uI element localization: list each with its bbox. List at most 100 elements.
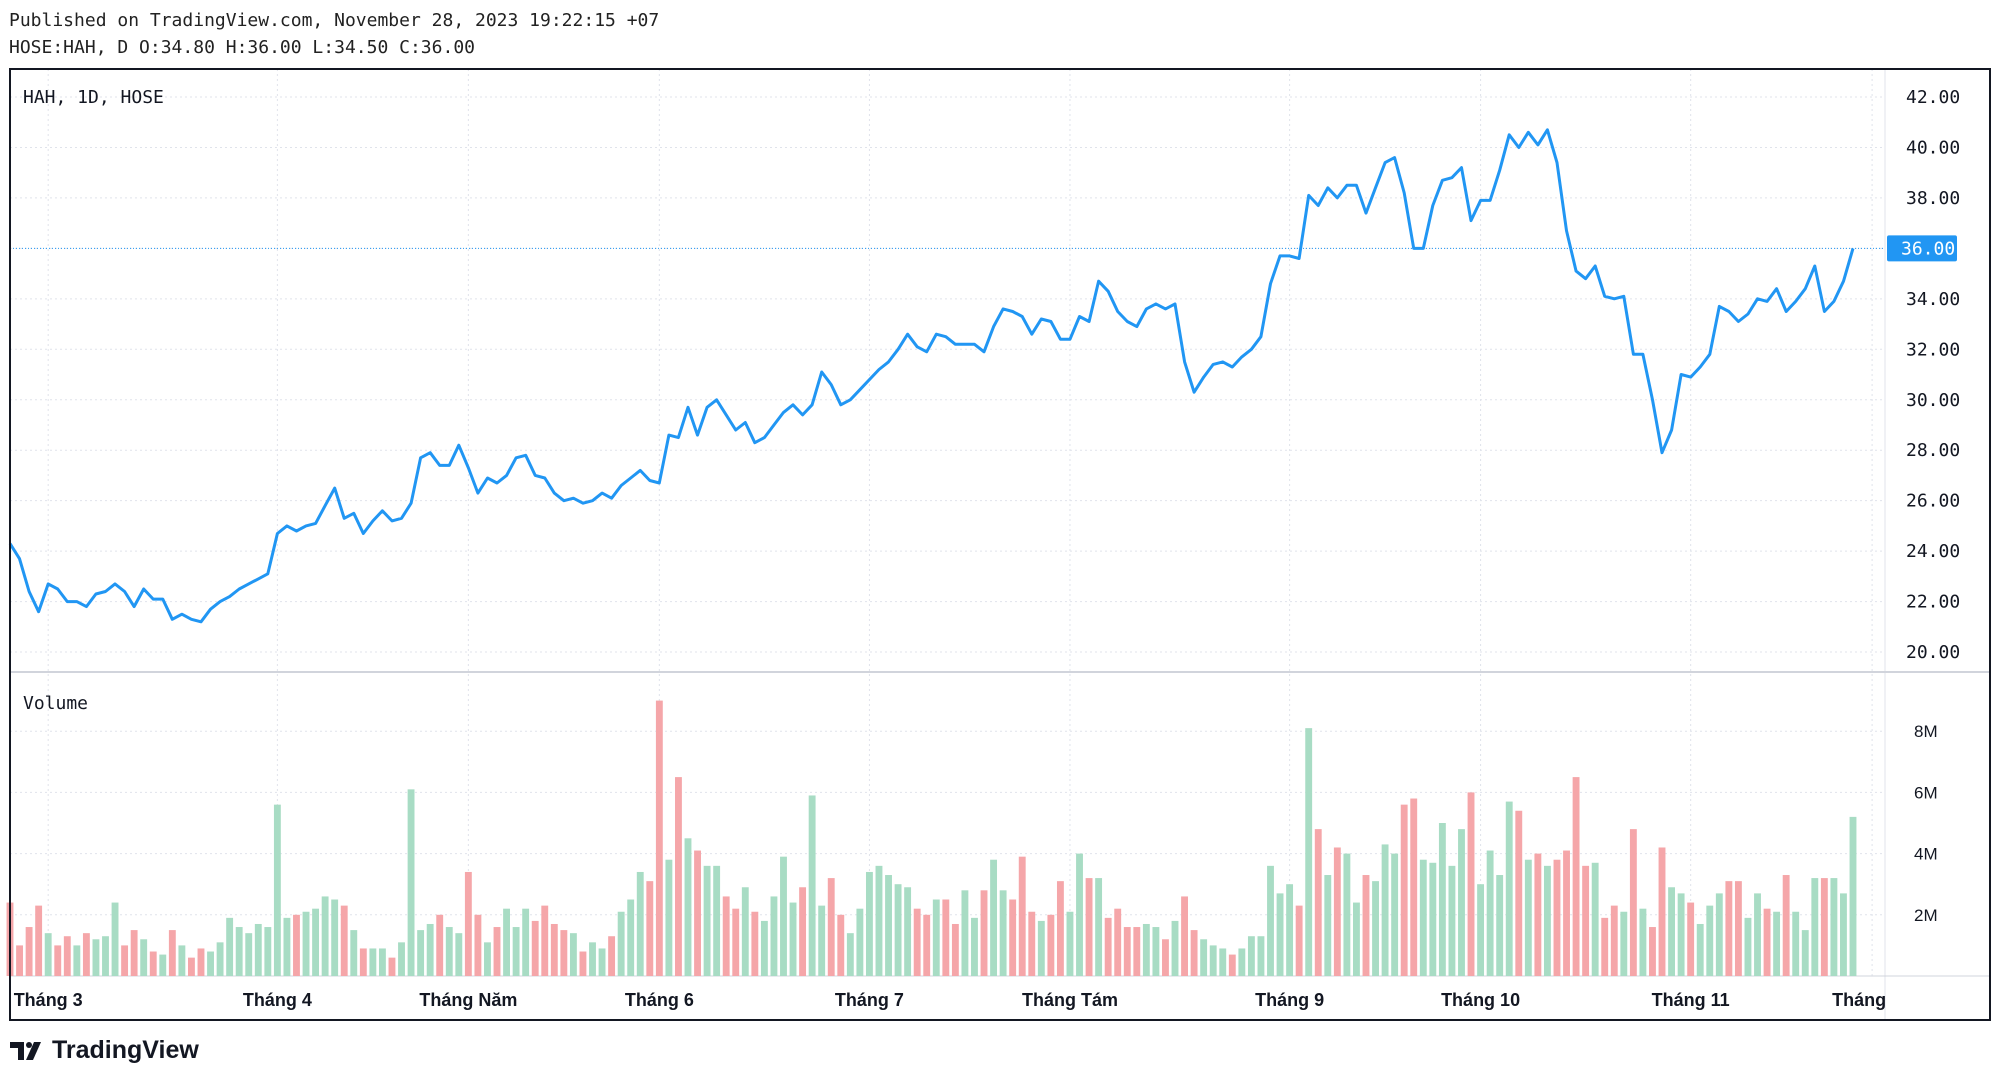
price-tick-label: 26.00 (1906, 491, 1960, 512)
volume-bar (159, 954, 167, 976)
volume-bar (780, 856, 787, 976)
volume-bar (684, 838, 692, 976)
tradingview-logo[interactable]: TradingView (10, 1036, 199, 1065)
price-tick-label: 32.00 (1906, 339, 1960, 360)
volume-bar (273, 804, 281, 976)
volume-bar (503, 908, 510, 976)
volume-bar (1649, 927, 1656, 976)
volume-bar (569, 933, 577, 976)
volume-bar (245, 933, 253, 976)
volume-bar (283, 917, 291, 976)
volume-bar (1467, 792, 1475, 976)
volume-bar (655, 700, 663, 976)
volume-bar (111, 902, 119, 976)
volume-bar (1754, 893, 1761, 976)
volume-bar (1486, 850, 1494, 976)
volume-bar (818, 905, 826, 976)
volume-bar (1047, 914, 1055, 976)
volume-bar (302, 911, 310, 976)
time-tick-label: Tháng 10 (1441, 990, 1520, 1010)
volume-bar (1715, 893, 1723, 976)
price-tick-label: 38.00 (1906, 188, 1960, 209)
volume-bar (102, 936, 109, 976)
volume-bar (589, 942, 596, 976)
volume-bar (130, 930, 138, 976)
volume-bar (703, 865, 711, 976)
volume-bar (760, 920, 768, 976)
volume-bar (1257, 936, 1265, 976)
volume-bar (799, 887, 807, 976)
volume-bar (121, 945, 129, 976)
volume-bar (732, 908, 740, 976)
volume-bar (617, 911, 625, 976)
volume-bar (1400, 804, 1408, 976)
volume-bar (254, 923, 262, 976)
volume-bar (865, 871, 873, 976)
volume-bar (445, 927, 453, 976)
volume-bar (1162, 939, 1169, 976)
volume-bar (1171, 920, 1179, 976)
volume-bar (369, 948, 377, 976)
volume-bar (464, 871, 472, 976)
volume-bar (1553, 859, 1561, 976)
volume-bar (1028, 911, 1036, 976)
volume-bar (340, 905, 348, 976)
volume-bar (331, 899, 339, 976)
price-volume-chart[interactable]: 20.00 22.00 24.00 26.00 28.00 30.00 32.00 34.00… (0, 0, 2000, 1030)
volume-bar (140, 939, 148, 976)
volume-bar (350, 930, 358, 976)
volume-bar (1429, 862, 1437, 976)
volume-bar (378, 948, 386, 976)
volume-bar (1085, 878, 1093, 976)
volume-bar (44, 933, 52, 976)
volume-bar (187, 957, 195, 976)
volume-bar (1181, 896, 1188, 976)
volume-bar (407, 789, 415, 976)
volume-bar (1438, 823, 1446, 976)
volume-bar (226, 917, 234, 976)
time-tick-label: Tháng 9 (1255, 990, 1324, 1010)
volume-bar (990, 859, 998, 976)
volume-bar (713, 865, 721, 976)
volume-bar (1639, 908, 1647, 976)
brand-name: TradingView (52, 1036, 199, 1064)
volume-bar (751, 911, 759, 976)
volume-bar (264, 927, 272, 976)
volume-bar (1238, 948, 1246, 976)
chart-border (9, 68, 1991, 1021)
volume-bar (1610, 905, 1618, 976)
volume-bar (1076, 853, 1083, 976)
volume-bar (1830, 878, 1838, 976)
volume-bar (1324, 875, 1332, 976)
volume-bar (999, 890, 1007, 976)
volume-bar (235, 927, 243, 976)
volume-tick-label: 2M (1914, 906, 1938, 925)
volume-bar (1295, 905, 1303, 976)
volume-bar (1305, 728, 1313, 976)
volume-bar (1267, 865, 1274, 976)
volume-bar (398, 942, 405, 976)
volume-bar (770, 896, 778, 976)
volume-bar (694, 850, 701, 976)
volume-tick-label: 4M (1914, 845, 1938, 864)
volume-bar (1792, 911, 1800, 976)
volume-bar (25, 927, 33, 976)
volume-bar (63, 936, 71, 976)
volume-bar (1658, 847, 1666, 976)
volume-bar (951, 923, 959, 976)
volume-bar (1496, 875, 1504, 976)
volume-bar (1095, 878, 1103, 976)
volume-bar (1247, 936, 1255, 976)
volume-bar (1668, 887, 1676, 976)
volume-bar (474, 914, 482, 976)
volume-bar (1696, 923, 1704, 976)
tradingview-logo-icon (10, 1041, 41, 1060)
price-tick-label: 30.00 (1906, 390, 1960, 411)
volume-bar (1534, 853, 1542, 976)
volume-title: Volume (23, 693, 88, 714)
volume-bar (1515, 810, 1523, 976)
volume-bar (73, 945, 81, 976)
volume-bar (1629, 829, 1637, 976)
volume-bar (598, 948, 606, 976)
volume-bar (197, 948, 205, 976)
